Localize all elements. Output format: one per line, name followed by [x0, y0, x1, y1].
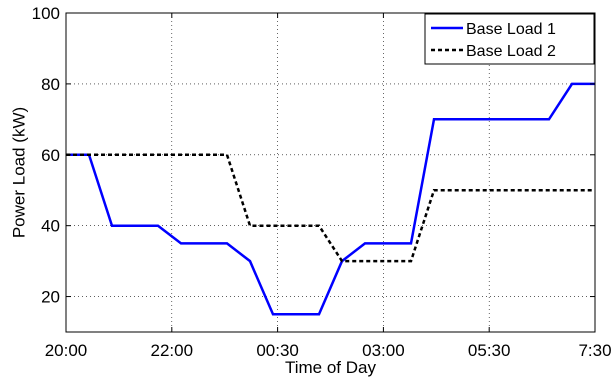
legend-entry-label: Base Load 2 [466, 43, 556, 60]
series-layer [66, 82, 595, 316]
x-tick-label: 7:30 [578, 341, 611, 360]
y-tick-label: 80 [41, 75, 60, 94]
x-tick-label: 03:00 [362, 341, 405, 360]
series-line-base-load-2 [66, 153, 595, 263]
legend-entry-label: Base Load 1 [466, 21, 556, 38]
x-tick-label: 00:30 [256, 341, 299, 360]
y-tick-label: 20 [41, 288, 60, 307]
legend: Base Load 1 Base Load 2 [424, 13, 595, 65]
y-tick-label: 40 [41, 217, 60, 236]
x-axis-title: Time of Day [285, 358, 377, 377]
x-tick-label: 20:00 [45, 341, 88, 360]
y-tick-label: 100 [32, 4, 60, 23]
legend-box [424, 13, 595, 65]
x-tick-label: 22:00 [151, 341, 194, 360]
series-line-base-load-1 [66, 82, 595, 316]
x-tick-label: 05:30 [468, 341, 511, 360]
y-tick-label: 60 [41, 146, 60, 165]
axis-ticks: 20:00 22:00 00:30 03:00 05:30 7:30 20 40 60 80 100 [32, 4, 612, 360]
y-axis-title: Power Load (kW) [9, 107, 28, 238]
plot-frame [65, 12, 596, 333]
